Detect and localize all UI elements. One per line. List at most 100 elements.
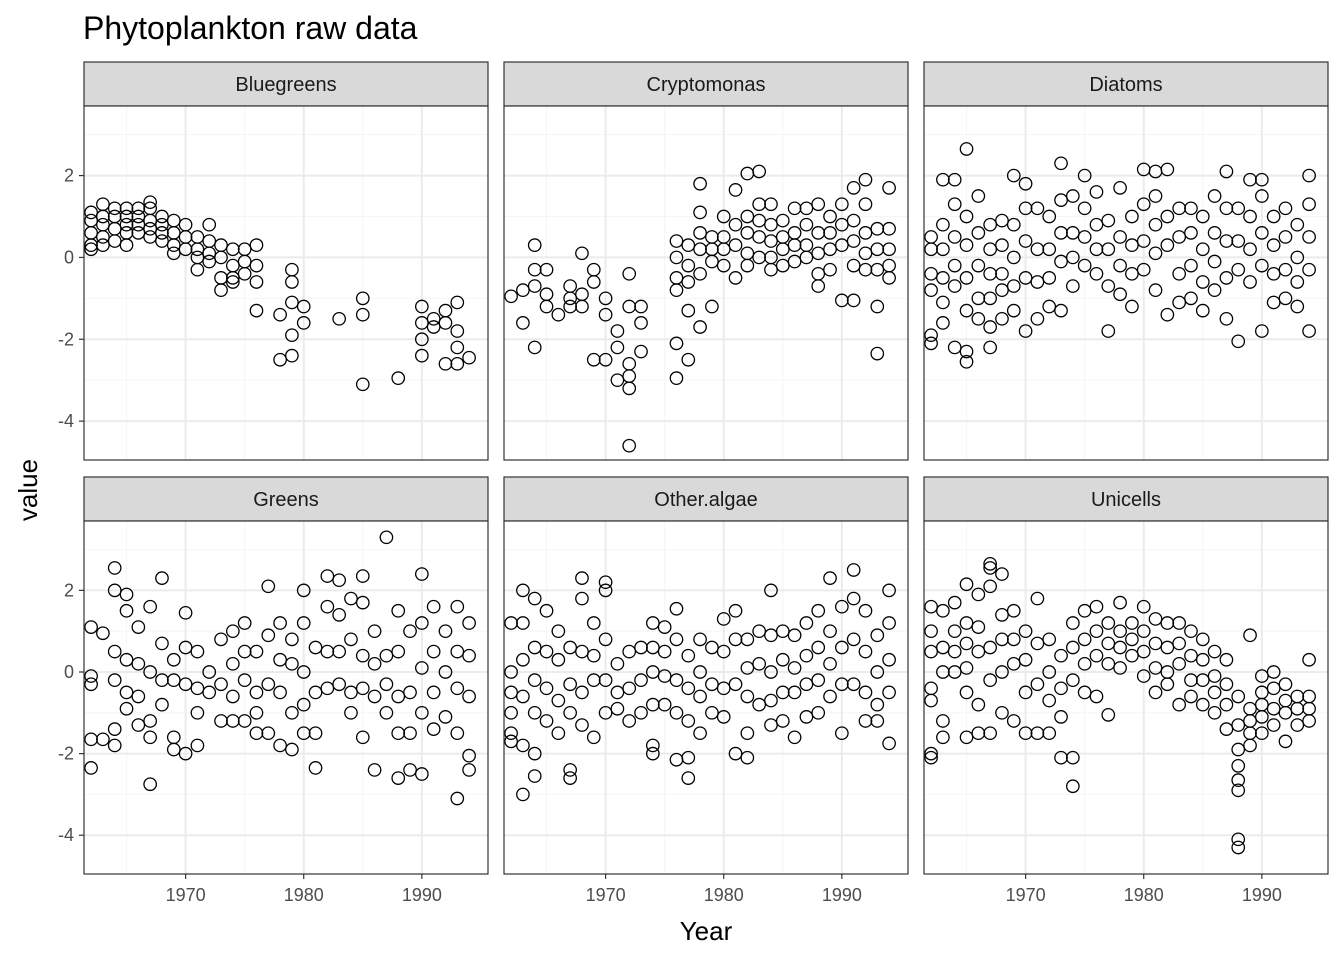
data-point — [1148, 283, 1163, 298]
data-point — [414, 616, 429, 630]
data-point — [450, 340, 465, 355]
data-point — [1207, 644, 1222, 659]
data-point — [249, 685, 264, 700]
data-point — [983, 561, 998, 575]
data-point — [1125, 209, 1139, 224]
data-point — [1266, 238, 1281, 252]
data-point — [645, 640, 660, 655]
data-point — [959, 354, 974, 369]
data-point — [320, 599, 335, 614]
data-point — [516, 316, 530, 330]
data-point — [1018, 234, 1033, 248]
data-point — [811, 640, 826, 655]
data-point — [539, 262, 554, 277]
data-point — [669, 250, 684, 265]
data-point — [799, 710, 814, 724]
data-point — [1065, 226, 1080, 240]
data-point — [728, 271, 743, 285]
data-point — [870, 697, 885, 712]
data-point — [787, 685, 802, 700]
data-point — [924, 283, 938, 298]
data-point — [332, 311, 347, 326]
data-point — [834, 599, 849, 614]
data-point — [622, 644, 637, 659]
data-point — [1113, 595, 1127, 610]
data-point — [155, 636, 169, 651]
data-point — [143, 195, 158, 210]
data-point — [414, 705, 429, 720]
data-point — [84, 205, 98, 220]
data-point — [598, 352, 613, 367]
data-point — [936, 640, 950, 655]
data-point — [1302, 168, 1316, 183]
data-point — [367, 656, 382, 671]
data-point — [143, 221, 158, 236]
data-point — [1219, 164, 1234, 179]
data-point — [870, 665, 885, 679]
data-point — [681, 714, 696, 728]
data-point — [273, 616, 287, 630]
data-point — [462, 748, 476, 763]
data-point — [119, 685, 134, 700]
data-point — [1006, 168, 1021, 183]
data-point — [539, 644, 554, 659]
data-point — [1042, 726, 1057, 741]
data-point — [516, 787, 530, 802]
data-point — [1006, 217, 1021, 232]
data-point — [936, 295, 950, 310]
strip-greens — [83, 476, 489, 522]
data-point — [84, 620, 98, 634]
data-point — [225, 689, 240, 704]
data-point — [846, 213, 861, 228]
data-point — [995, 567, 1009, 581]
data-point — [1243, 738, 1257, 753]
data-point — [225, 656, 240, 671]
data-point — [740, 689, 755, 704]
data-point — [575, 299, 589, 314]
data-point — [308, 726, 323, 741]
data-point — [610, 340, 625, 355]
data-point — [787, 730, 802, 745]
data-point — [858, 685, 873, 700]
data-point — [811, 603, 826, 618]
data-point — [1054, 710, 1068, 724]
data-point — [1172, 616, 1187, 630]
data-point — [450, 791, 465, 806]
data-point — [308, 685, 323, 700]
data-point — [1302, 197, 1316, 212]
data-point — [1184, 258, 1198, 273]
data-point — [834, 640, 849, 655]
data-point — [834, 197, 849, 212]
data-point — [379, 677, 394, 692]
data-point — [450, 644, 465, 659]
data-point — [225, 275, 240, 289]
data-point — [823, 262, 837, 277]
data-point — [669, 234, 684, 248]
data-point — [983, 340, 998, 355]
data-point — [598, 705, 613, 720]
data-point — [249, 303, 264, 318]
data-point — [1101, 324, 1116, 338]
data-point — [983, 217, 998, 232]
data-point — [681, 258, 696, 273]
data-point — [107, 561, 122, 575]
data-point — [249, 705, 264, 720]
data-point — [575, 644, 589, 659]
data-point — [391, 644, 406, 659]
data-point — [622, 438, 637, 453]
x-tick-label: 1970 — [586, 885, 626, 905]
data-point — [1030, 591, 1045, 606]
data-point — [190, 705, 205, 720]
data-point — [752, 624, 767, 639]
panel-border — [83, 105, 489, 461]
data-point — [775, 624, 790, 639]
data-point — [539, 714, 554, 728]
data-point — [1089, 599, 1104, 614]
data-point — [426, 685, 441, 700]
data-point — [983, 726, 998, 741]
data-point — [728, 677, 743, 692]
data-point — [84, 669, 98, 683]
data-point — [575, 591, 589, 606]
data-point — [273, 352, 287, 367]
data-point — [143, 230, 158, 244]
